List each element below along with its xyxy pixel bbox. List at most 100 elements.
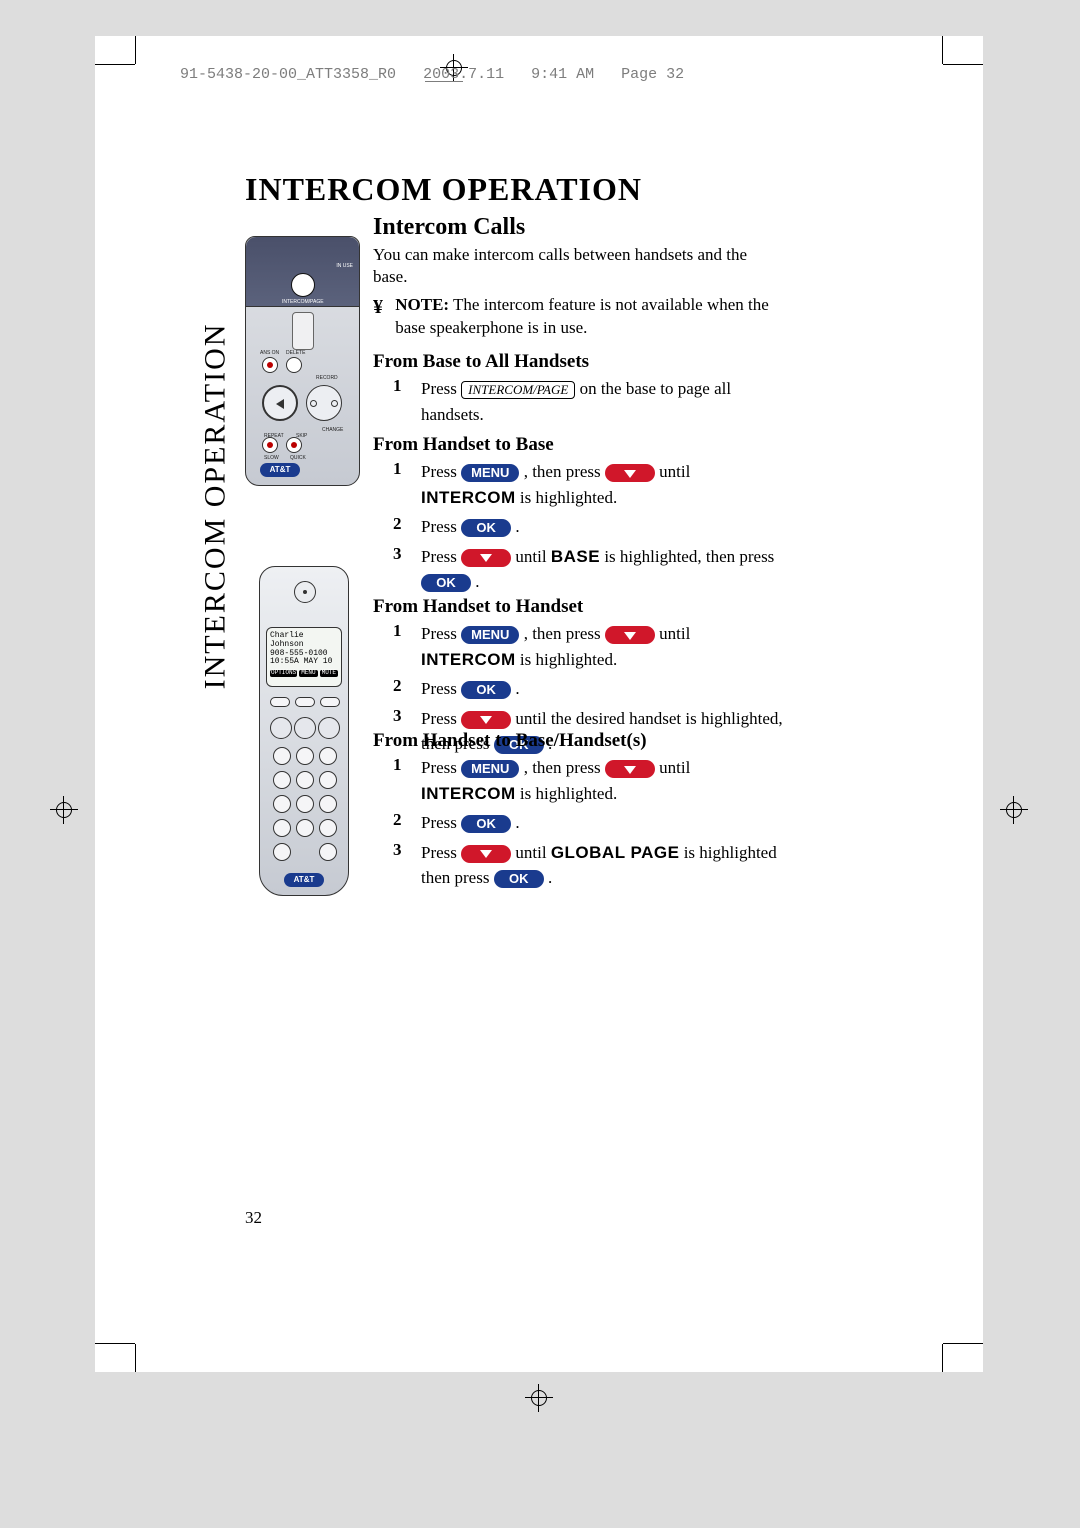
document-page: 91-5438-20-00_ATT3358_R0 2003.7.11 9:41 …: [95, 36, 983, 1372]
nav-pad-fig: [294, 717, 316, 739]
note-icon: ¥: [373, 294, 391, 321]
chevron-down-icon: [624, 632, 636, 640]
section-heading: From Base to All Handsets: [373, 351, 589, 373]
softkey: OPTIONS: [270, 670, 297, 677]
step-body: Press MENU , then press until INTERCOM i…: [421, 621, 783, 672]
screen-term: BASE: [551, 547, 600, 566]
att-logo: AT&T: [284, 873, 324, 887]
instruction-step: 1 Press INTERCOM/PAGE on the base to pag…: [393, 376, 783, 427]
keypad-key: [296, 795, 314, 813]
softkey-button-fig: [270, 697, 290, 707]
softkey: MENU: [299, 670, 317, 677]
base-row: [262, 357, 302, 373]
softkey-row: OPTIONS MENU MUTE: [270, 670, 338, 677]
step-body: Press OK .: [421, 676, 520, 702]
instruction-step: 1 Press MENU , then press until INTERCOM…: [393, 755, 783, 806]
down-button: [461, 549, 511, 567]
screen-term: INTERCOM: [421, 784, 516, 803]
ok-button: OK: [494, 870, 544, 888]
page-number: 32: [245, 1208, 262, 1228]
chevron-down-icon: [624, 470, 636, 478]
down-button: [605, 626, 655, 644]
screen-term: GLOBAL PAGE: [551, 843, 680, 862]
keypad-row: [270, 843, 340, 861]
note-body: NOTE: The intercom feature is not availa…: [395, 294, 775, 340]
instruction-list: 1 Press MENU , then press until INTERCOM…: [393, 755, 783, 895]
off-button-fig: [318, 717, 340, 739]
doc-page-label: Page 32: [621, 66, 684, 83]
nav-row: [270, 717, 340, 739]
softkey-button-fig: [320, 697, 340, 707]
instruction-list: 1 Press INTERCOM/PAGE on the base to pag…: [393, 376, 783, 431]
step-body: Press until BASE is highlighted, then pr…: [421, 544, 783, 595]
speaker-icon: [291, 273, 315, 297]
keypad-key: [273, 843, 291, 861]
keypad-key: [319, 747, 337, 765]
rewind-button-fig: [262, 437, 278, 453]
step-number: 3: [393, 544, 421, 564]
base-label: QUICK: [290, 455, 306, 461]
forward-button-fig: [286, 437, 302, 453]
earpiece-icon: [294, 581, 316, 603]
registration-mark: [50, 796, 78, 824]
cropmark: [943, 64, 983, 65]
down-button: [605, 760, 655, 778]
note-text: The intercom feature is not available wh…: [395, 295, 769, 337]
screen-term: INTERCOM: [421, 650, 516, 669]
side-tab-text: INTERCOM OPERATION: [198, 323, 232, 690]
chevron-down-icon: [624, 766, 636, 774]
step-number: 2: [393, 810, 421, 830]
keypad-key: [319, 819, 337, 837]
step-number: 1: [393, 459, 421, 479]
cropmark: [135, 36, 136, 64]
down-button: [461, 845, 511, 863]
led-icon: [262, 357, 278, 373]
step-body: Press INTERCOM/PAGE on the base to page …: [421, 376, 783, 427]
keypad-key: [319, 771, 337, 789]
down-button: [461, 711, 511, 729]
main-title: INTERCOM OPERATION: [245, 171, 642, 208]
section-heading: From Handset to Base/Handset(s): [373, 730, 647, 752]
instruction-list: 1 Press MENU , then press until INTERCOM…: [393, 459, 783, 599]
ok-button: OK: [461, 815, 511, 833]
instruction-step: 3 Press until BASE is highlighted, then …: [393, 544, 783, 595]
cropmark: [942, 36, 943, 64]
screen-term: INTERCOM: [421, 488, 516, 507]
registration-mark: [1000, 796, 1028, 824]
play-button-fig: [262, 385, 298, 421]
instruction-step: 1 Press MENU , then press until INTERCOM…: [393, 459, 783, 510]
header-underline: [425, 81, 463, 82]
ok-button: OK: [461, 519, 511, 537]
sub-title: Intercom Calls: [373, 214, 525, 241]
note-label: NOTE:: [395, 295, 449, 314]
softkey: MUTE: [320, 670, 338, 677]
instruction-step: 2 Press OK .: [393, 810, 783, 836]
talk-button-fig: [270, 717, 292, 739]
intro-text: You can make intercom calls between hand…: [373, 244, 783, 288]
keypad-key: [273, 747, 291, 765]
handset-screen: Charlie Johnson 908-555-0100 10:55A MAY …: [266, 627, 342, 687]
step-number: 2: [393, 676, 421, 696]
keypad-row: [270, 819, 340, 837]
step-number: 1: [393, 376, 421, 396]
intercom-page-button: INTERCOM/PAGE: [461, 381, 575, 399]
instruction-step: 2 Press OK .: [393, 676, 783, 702]
step-number: 3: [393, 840, 421, 860]
keypad-row: [270, 747, 340, 765]
keypad-key: [296, 747, 314, 765]
intercom-button-fig: [292, 312, 314, 350]
att-logo: AT&T: [260, 463, 300, 477]
cropmark: [135, 1344, 136, 1372]
cropmark: [942, 1344, 943, 1372]
step-body: Press OK .: [421, 514, 520, 540]
section-heading: From Handset to Handset: [373, 596, 583, 618]
keypad-key: [273, 795, 291, 813]
screen-line: Charlie Johnson: [270, 632, 338, 650]
button-row: [270, 697, 340, 707]
ok-button: OK: [461, 681, 511, 699]
chevron-down-icon: [480, 850, 492, 858]
screen-line: 10:55A MAY 10: [270, 658, 338, 667]
side-tab: INTERCOM OPERATION: [193, 331, 237, 681]
instruction-step: 1 Press MENU , then press until INTERCOM…: [393, 621, 783, 672]
keypad-key: [273, 819, 291, 837]
